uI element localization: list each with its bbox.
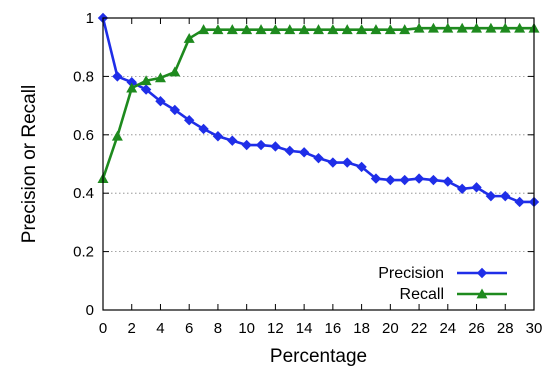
precision-point bbox=[241, 139, 252, 151]
recall-point bbox=[183, 32, 195, 43]
recall-point bbox=[341, 24, 353, 35]
recall-point bbox=[198, 24, 210, 35]
precision-point bbox=[255, 139, 267, 151]
recall-point bbox=[241, 24, 253, 35]
x-tick-label: 16 bbox=[325, 320, 342, 337]
axis-ticks bbox=[102, 17, 535, 311]
precision-point bbox=[198, 123, 209, 135]
precision-point bbox=[485, 190, 497, 202]
y-axis-title: Precision or Recall bbox=[19, 85, 40, 243]
recall-point bbox=[427, 22, 439, 33]
x-tick-label: 18 bbox=[353, 320, 370, 337]
series-layer bbox=[97, 12, 540, 208]
precision-point bbox=[140, 84, 152, 95]
recall-point bbox=[327, 24, 339, 35]
precision-point bbox=[514, 196, 525, 208]
series-recall bbox=[97, 22, 540, 183]
recall-point bbox=[384, 24, 396, 35]
recall-point bbox=[485, 22, 497, 33]
x-tick-label: 4 bbox=[156, 320, 164, 337]
precision-point bbox=[184, 115, 195, 126]
recall-point bbox=[442, 22, 454, 33]
recall-point bbox=[514, 22, 526, 33]
precision-point bbox=[212, 131, 224, 142]
grid-lines bbox=[103, 76, 534, 253]
recall-point bbox=[154, 72, 166, 83]
precision-point bbox=[270, 141, 281, 152]
precision-point bbox=[428, 174, 439, 186]
precision-point bbox=[327, 157, 339, 168]
precision-point bbox=[169, 104, 181, 116]
y-tick-label: 0.8 bbox=[73, 68, 94, 85]
recall-point bbox=[399, 24, 411, 35]
precision-point bbox=[227, 135, 238, 146]
precision-point bbox=[370, 173, 382, 184]
y-tick-label: 1 bbox=[86, 10, 94, 27]
precision-line bbox=[101, 17, 534, 204]
plot-frame bbox=[102, 17, 535, 311]
legend: Precision Recall bbox=[378, 265, 507, 303]
legend-marker-precision bbox=[476, 267, 488, 279]
recall-point bbox=[140, 75, 152, 86]
recall-point bbox=[169, 66, 181, 77]
recall-point bbox=[499, 22, 511, 33]
x-tick-label: 22 bbox=[411, 320, 428, 337]
recall-point bbox=[269, 24, 281, 35]
series-precision bbox=[97, 12, 540, 208]
recall-point bbox=[456, 22, 468, 33]
x-tick-label: 20 bbox=[382, 320, 399, 337]
x-tick-label: 8 bbox=[214, 320, 222, 337]
recall-point bbox=[298, 24, 310, 35]
recall-point bbox=[413, 22, 425, 33]
x-tick-label: 10 bbox=[238, 320, 255, 337]
recall-point bbox=[284, 24, 296, 35]
x-tick-label: 0 bbox=[99, 320, 107, 337]
precision-point bbox=[313, 152, 324, 164]
precision-point bbox=[155, 96, 166, 107]
x-tick-label: 6 bbox=[185, 320, 193, 337]
precision-point bbox=[298, 147, 310, 158]
recall-point bbox=[356, 24, 368, 35]
y-tick-label: 0.4 bbox=[73, 185, 94, 202]
x-tick-label: 14 bbox=[296, 320, 313, 337]
recall-point bbox=[471, 22, 483, 33]
x-tick-label: 30 bbox=[526, 320, 543, 337]
precision-point bbox=[342, 157, 353, 168]
legend-label-recall: Recall bbox=[400, 286, 444, 303]
precision-point bbox=[500, 190, 511, 202]
precision-point bbox=[126, 77, 137, 88]
recall-point bbox=[212, 24, 224, 35]
x-tick-label: 28 bbox=[497, 320, 514, 337]
recall-point bbox=[226, 24, 238, 35]
recall-point bbox=[370, 24, 382, 35]
precision-point bbox=[456, 183, 468, 195]
legend-marker-recall bbox=[476, 288, 488, 299]
y-tick-label: 0 bbox=[86, 302, 94, 319]
precision-point bbox=[399, 174, 410, 186]
recall-point bbox=[111, 130, 123, 141]
legend-label-precision: Precision bbox=[378, 265, 444, 282]
x-tick-label: 26 bbox=[468, 320, 485, 337]
x-tick-label: 12 bbox=[267, 320, 284, 337]
x-tick-label: 2 bbox=[128, 320, 136, 337]
recall-point bbox=[126, 82, 138, 93]
precision-point bbox=[471, 182, 482, 193]
precision-point bbox=[413, 173, 425, 184]
x-axis-title: Percentage bbox=[270, 346, 367, 367]
x-tick-label: 24 bbox=[439, 320, 456, 337]
y-tick-label: 0.6 bbox=[73, 127, 94, 144]
recall-point bbox=[255, 24, 267, 35]
tick-labels: 00.20.40.60.810 2 4 6 8 10 12 14 16 18 20 22 24 26 28 3… bbox=[73, 10, 542, 337]
recall-point bbox=[313, 24, 324, 35]
precision-point bbox=[284, 145, 295, 157]
precision-point bbox=[385, 174, 396, 186]
precision-point bbox=[356, 161, 367, 173]
precision-point bbox=[442, 176, 453, 187]
precision-point bbox=[112, 71, 123, 82]
y-tick-label: 0.2 bbox=[73, 244, 94, 261]
